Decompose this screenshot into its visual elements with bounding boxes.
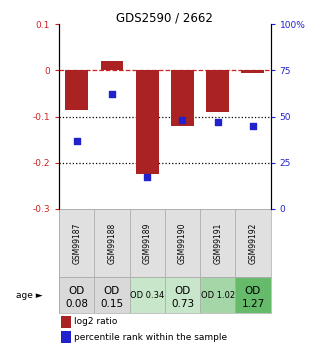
Text: OD: OD [245, 286, 261, 296]
Point [109, 91, 114, 97]
Bar [165, 277, 200, 313]
Text: OD 1.02: OD 1.02 [201, 291, 235, 300]
Bar [171, 70, 194, 126]
Text: age ►: age ► [16, 291, 42, 300]
Point [215, 119, 220, 125]
Bar [59, 277, 94, 313]
Text: 1.27: 1.27 [241, 299, 265, 309]
Text: 0.08: 0.08 [65, 299, 88, 309]
Bar [59, 209, 94, 277]
Bar [94, 209, 130, 277]
Point [74, 138, 79, 143]
Text: OD 0.34: OD 0.34 [130, 291, 164, 300]
Text: 0.15: 0.15 [100, 299, 123, 309]
Bar [100, 61, 123, 70]
Bar [130, 277, 165, 313]
Bar [200, 209, 235, 277]
Bar [241, 70, 264, 73]
Point [180, 117, 185, 123]
Text: GSM99189: GSM99189 [143, 222, 152, 264]
Bar [235, 277, 271, 313]
Bar [206, 70, 229, 112]
Bar [136, 70, 159, 174]
Text: 0.73: 0.73 [171, 299, 194, 309]
Bar [130, 209, 165, 277]
Point [145, 175, 150, 180]
Bar [61, 332, 71, 343]
Text: percentile rank within the sample: percentile rank within the sample [74, 333, 227, 342]
Point [250, 123, 255, 128]
Bar [235, 209, 271, 277]
Bar [65, 70, 88, 110]
Text: OD: OD [69, 286, 85, 296]
Text: OD: OD [174, 286, 191, 296]
Text: GSM99191: GSM99191 [213, 222, 222, 264]
Text: GSM99190: GSM99190 [178, 222, 187, 264]
Bar [61, 316, 71, 328]
Text: log2 ratio: log2 ratio [74, 317, 117, 326]
Text: OD: OD [104, 286, 120, 296]
Bar [94, 277, 130, 313]
Bar [165, 209, 200, 277]
Text: GSM99188: GSM99188 [108, 222, 116, 264]
Bar [200, 277, 235, 313]
Text: GSM99187: GSM99187 [72, 222, 81, 264]
Text: GSM99192: GSM99192 [248, 222, 258, 264]
Title: GDS2590 / 2662: GDS2590 / 2662 [116, 11, 213, 24]
